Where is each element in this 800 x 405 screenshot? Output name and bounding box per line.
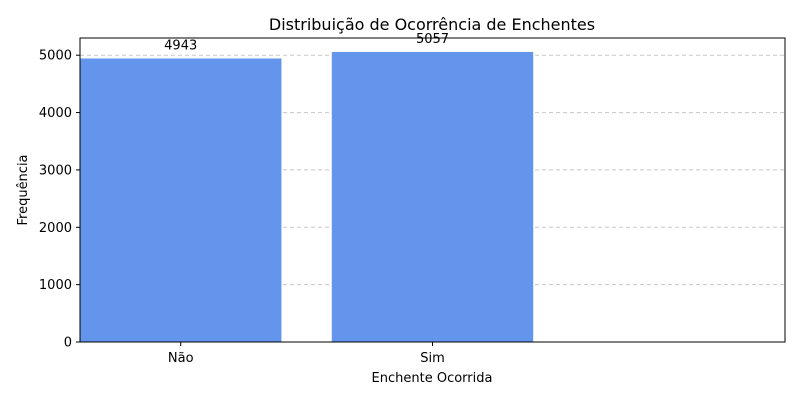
y-axis-label: Frequência	[16, 154, 31, 225]
chart-title: Distribuição de Ocorrência de Enchentes	[269, 15, 595, 34]
bars	[80, 51, 534, 343]
x-tick-label-0: Não	[168, 351, 194, 366]
y-tick-label-1000: 1000	[39, 278, 72, 293]
bar-1	[331, 51, 534, 343]
y-tick-label-4000: 4000	[39, 106, 72, 121]
x-tick-label-1: Sim	[420, 351, 445, 366]
y-tick-label-0: 0	[64, 336, 72, 351]
data-label-0: 4943	[164, 38, 197, 53]
data-labels: 4943 5057	[164, 32, 449, 54]
y-tick-label-2000: 2000	[39, 221, 72, 236]
bar-0	[80, 58, 282, 342]
data-label-1: 5057	[416, 32, 449, 47]
y-tick-label-5000: 5000	[39, 49, 72, 64]
x-axis-label: Enchente Ocorrida	[372, 371, 493, 386]
y-tick-label-3000: 3000	[39, 163, 72, 178]
ticks: 0 1000 2000 3000 4000 5000 Não Sim	[39, 49, 445, 366]
